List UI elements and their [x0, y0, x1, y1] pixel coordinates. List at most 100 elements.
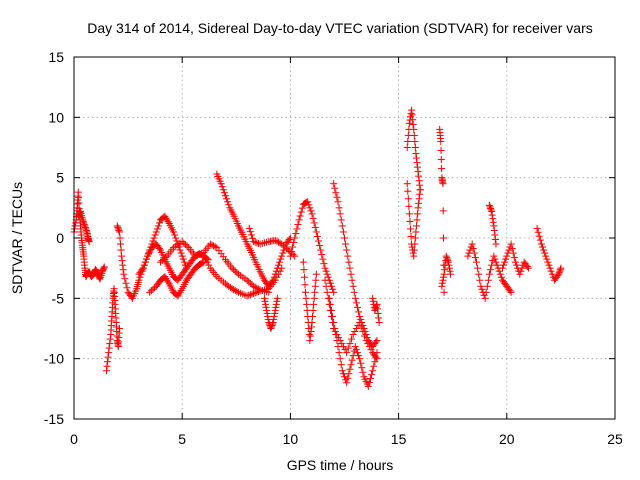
data-point-interp — [307, 323, 315, 331]
data-point-interp — [443, 254, 451, 262]
data-point-interp — [245, 291, 253, 299]
data-point-interp — [352, 325, 360, 332]
data-point — [161, 273, 169, 281]
data-point-interp — [183, 242, 191, 250]
data-point-interp — [359, 328, 367, 336]
data-point — [267, 325, 275, 332]
data-point-interp — [177, 286, 185, 294]
data-point-interp — [411, 240, 419, 248]
data-point-interp — [268, 321, 276, 329]
data-point — [308, 318, 316, 326]
data-point-interp — [231, 286, 239, 294]
data-point — [557, 264, 565, 272]
data-point-interp — [341, 346, 349, 354]
y-axis-label: SDTVAR / TECUs — [9, 182, 25, 294]
data-point-interp — [161, 254, 169, 262]
data-point-interp — [407, 232, 415, 240]
data-point-interp — [151, 231, 159, 239]
data-point-interp — [491, 236, 499, 244]
x-tick-label: 20 — [499, 431, 515, 447]
data-point-interp — [114, 223, 122, 231]
data-point — [403, 180, 411, 188]
data-point — [524, 264, 532, 272]
data-point-interp — [444, 257, 452, 265]
data-point-interp — [322, 282, 330, 290]
data-point-interp — [341, 373, 348, 381]
data-point-interp — [175, 290, 183, 298]
data-point-interp — [164, 278, 172, 286]
data-point-interp — [268, 278, 276, 286]
data-point-interp — [310, 300, 318, 308]
data-point — [437, 137, 445, 145]
data-point-interp — [326, 306, 334, 314]
data-point — [260, 294, 268, 302]
data-point-interp — [208, 241, 216, 249]
data-point-interp — [160, 255, 168, 263]
data-point-interp — [289, 243, 297, 251]
data-point — [243, 276, 251, 284]
data-point-interp — [337, 216, 345, 224]
data-point — [492, 240, 500, 248]
data-point-interp — [272, 300, 280, 308]
data-point-interp — [105, 344, 113, 352]
data-point — [364, 382, 372, 390]
chart-title: Day 314 of 2014, Sidereal Day-to-day VTE… — [87, 20, 593, 36]
data-point — [269, 276, 277, 284]
data-point-interp — [548, 270, 556, 278]
data-point-interp — [104, 353, 112, 361]
data-point-interp — [336, 210, 344, 218]
data-point-interp — [350, 288, 358, 296]
data-point — [507, 240, 515, 248]
data-point — [157, 258, 165, 266]
data-point-interp — [489, 215, 497, 223]
data-point — [306, 337, 314, 345]
data-point-interp — [117, 240, 125, 248]
data-point-interp — [487, 266, 495, 274]
data-point — [349, 331, 357, 339]
data-point-interp — [339, 228, 347, 236]
data-point-interp — [492, 258, 500, 266]
x-tick-label: 0 — [70, 431, 78, 447]
data-point-interp — [407, 225, 415, 233]
data-point — [351, 294, 359, 302]
data-point-interp — [470, 249, 478, 257]
data-point — [537, 240, 545, 248]
data-point — [490, 252, 498, 260]
data-point — [440, 270, 448, 278]
y-tick-labels: 15 10 5 0 -5 -10 -15 — [44, 49, 64, 427]
data-point-interp — [306, 204, 314, 212]
data-point — [228, 285, 236, 293]
data-point — [299, 258, 307, 266]
data-point-interp — [541, 249, 549, 257]
data-point-interp — [82, 226, 90, 234]
data-point-interp — [290, 239, 298, 247]
data-point-interp — [254, 288, 262, 296]
data-point — [85, 238, 93, 246]
data-point-interp — [179, 255, 187, 263]
data-point-interp — [279, 242, 287, 250]
data-point — [286, 252, 294, 260]
data-point-interp — [471, 254, 479, 262]
data-point-interp — [326, 279, 334, 287]
data-point-interp — [404, 131, 412, 139]
data-point-interp — [305, 331, 313, 339]
data-point-interp — [490, 226, 498, 234]
data-point-interp — [440, 234, 448, 242]
data-point-interp — [307, 207, 315, 215]
data-point — [330, 180, 338, 188]
data-point-interp — [279, 249, 287, 257]
data-point-interp — [270, 273, 278, 281]
data-point-interp — [487, 204, 495, 212]
data-point — [113, 222, 121, 230]
data-point-interp — [415, 199, 423, 207]
data-point-interp — [352, 299, 360, 307]
data-point-interp — [341, 234, 348, 242]
data-point-interp — [358, 364, 366, 372]
data-point — [356, 318, 364, 326]
data-point — [408, 106, 416, 114]
data-point-interp — [122, 279, 130, 287]
data-point-interp — [411, 144, 419, 151]
data-point-interp — [483, 282, 491, 290]
data-point — [343, 246, 351, 254]
data-point-interp — [411, 137, 419, 145]
